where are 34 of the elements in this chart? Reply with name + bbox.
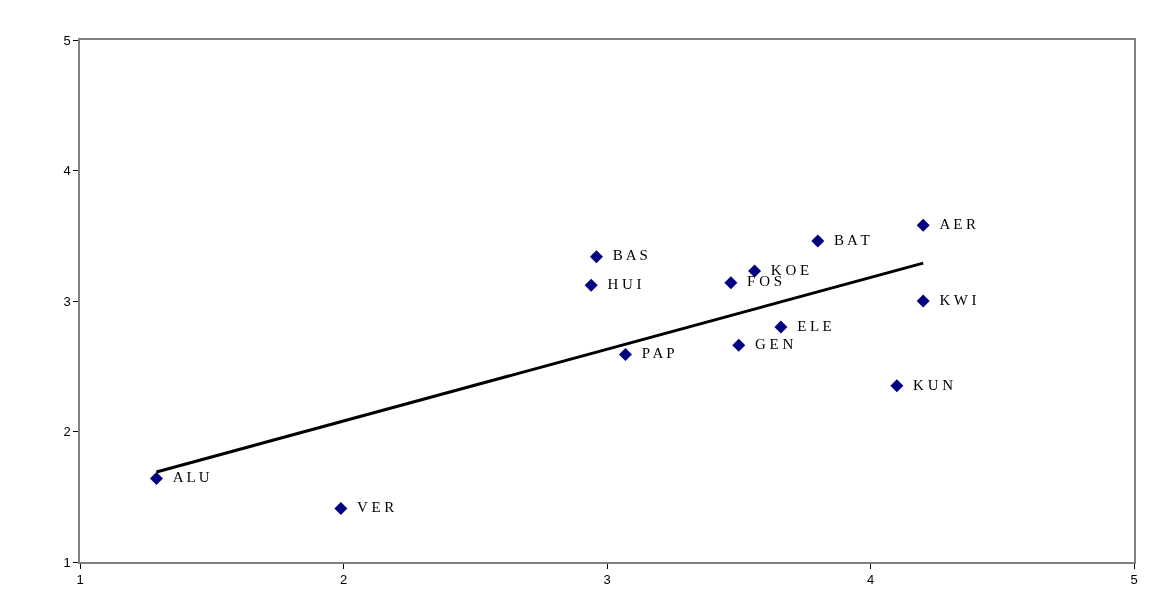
point	[811, 234, 825, 248]
point	[890, 379, 904, 393]
point	[748, 264, 762, 278]
data-label: H U I	[598, 276, 642, 293]
x-tick-label: 4	[866, 572, 875, 588]
point	[916, 218, 930, 232]
point	[589, 250, 603, 264]
data-label: B A T	[825, 231, 870, 248]
point	[724, 276, 738, 290]
data-label: B A S	[603, 247, 648, 264]
point	[149, 471, 163, 485]
y-tick-label: 2	[63, 424, 71, 440]
x-tick-label: 2	[339, 572, 348, 588]
data-label: A L U	[163, 469, 210, 486]
y-tick-label: 4	[63, 163, 71, 179]
y-tick-label: 3	[63, 293, 71, 309]
data-label: K W I	[930, 291, 977, 308]
data-label: E L E	[788, 317, 832, 334]
x-tick-label: 5	[1130, 572, 1138, 588]
point	[334, 502, 348, 515]
data-label: G E N	[746, 336, 794, 353]
data-label: P A P	[632, 345, 675, 362]
point	[732, 338, 746, 352]
data-label: K U N	[904, 376, 954, 393]
x-tick-label: 1	[76, 572, 84, 588]
point	[584, 278, 598, 292]
x-tick-label: 3	[603, 572, 611, 588]
point	[618, 348, 632, 362]
data-label: V E R	[348, 499, 395, 516]
point	[774, 320, 788, 334]
y-tick-label: 5	[63, 32, 71, 48]
y-tick-label: 1	[63, 554, 71, 570]
data-label: A E R	[930, 216, 977, 233]
point	[916, 294, 930, 308]
